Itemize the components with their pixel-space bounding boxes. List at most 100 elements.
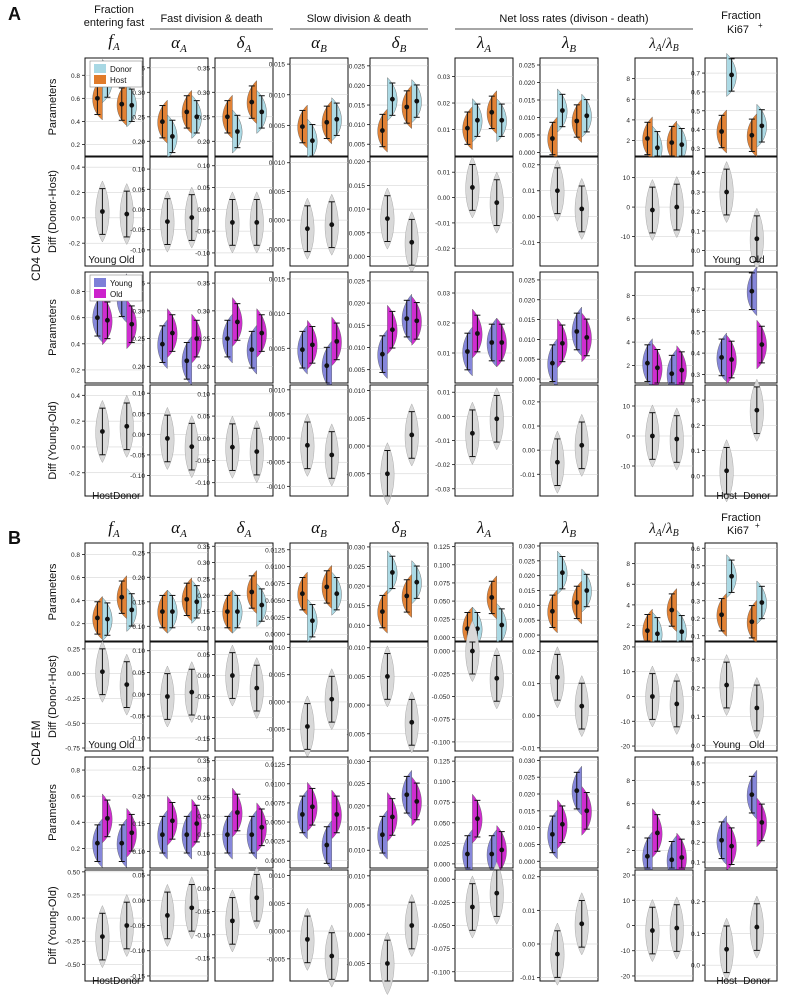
y-tick-label: 10 (623, 175, 631, 182)
y-tick-label: 0.5 (691, 329, 700, 336)
point-estimate (584, 113, 590, 119)
y-tick-label: 0.01 (437, 390, 450, 397)
point-estimate (100, 209, 105, 214)
point-estimate (759, 600, 765, 605)
y-tick-label: -20 (621, 973, 631, 980)
y-tick-label: 0.2 (71, 846, 80, 853)
y-tick-label: 0.010 (349, 848, 366, 855)
point-estimate (579, 921, 585, 927)
y-tick-label: -0.005 (347, 471, 366, 478)
col-title-sub: A (112, 41, 120, 53)
y-tick-label: 0.10 (132, 624, 145, 631)
col-title: αB (311, 33, 327, 55)
point-estimate (129, 321, 135, 327)
y-tick-label: 0.3 (691, 598, 700, 605)
panel-frame (289, 271, 349, 384)
y-tick-label: 0.30 (132, 308, 145, 315)
y-tick-label: 0.005 (269, 123, 286, 130)
point-estimate (160, 832, 165, 838)
y-tick-label: -0.2 (69, 470, 81, 477)
y-tick-label: 0.005 (269, 411, 286, 418)
col-title: αB (311, 518, 327, 540)
y-tick-label: 0.4 (691, 170, 700, 177)
panel-frame (539, 156, 599, 267)
y-tick-label: 0.005 (349, 367, 366, 374)
y-tick-label: 0.010 (349, 623, 366, 630)
y-tick-label: 0.015 (269, 276, 286, 283)
y-tick-label: 0.4 (71, 119, 80, 126)
y-tick-label: 0.015 (519, 588, 536, 595)
y-tick-label: 0.005 (519, 133, 536, 140)
y-tick-label: 0.02 (522, 874, 535, 881)
point-estimate (380, 128, 385, 133)
panel-frame (454, 271, 514, 384)
point-estimate (550, 360, 555, 366)
point-estimate (305, 936, 310, 942)
point-estimate (645, 853, 650, 859)
point-estimate (724, 682, 729, 688)
x-label-donor: Donor (113, 491, 141, 502)
y-tick-label: 10 (623, 669, 631, 676)
y-tick-label: 0.20 (132, 793, 145, 800)
point-estimate (300, 124, 305, 129)
point-estimate (324, 119, 330, 125)
point-estimate (184, 109, 190, 115)
y-tick-label: 0.030 (519, 758, 536, 765)
y-tick-label: 0.6 (71, 794, 80, 801)
legend-swatch (94, 64, 106, 73)
col-title-sub: A (483, 528, 491, 540)
point-estimate (230, 673, 235, 678)
y-tick-label: -0.15 (195, 736, 210, 743)
y-tick-label: 0.6 (691, 760, 700, 767)
point-estimate (124, 923, 130, 928)
y-tick-label: 0.000 (519, 859, 536, 866)
point-estimate (254, 685, 260, 691)
panel-frame (369, 384, 429, 497)
point-estimate (404, 316, 410, 322)
y-tick-label: 0.00 (67, 671, 80, 678)
y-tick-label: 0.000 (519, 633, 536, 640)
panel-frame (704, 756, 778, 869)
y-tick-label: 0.01 (522, 424, 535, 431)
col-title-base: δ (237, 518, 246, 537)
y-tick-label: 0.1 (691, 228, 700, 235)
panel-frame (704, 384, 778, 497)
y-tick-label: 0.075 (434, 580, 451, 587)
point-estimate (95, 615, 100, 621)
y-tick-label: 0.020 (349, 803, 366, 810)
y-tick-label: 0.00 (197, 436, 210, 443)
point-estimate (300, 347, 305, 353)
legend-label: Old (110, 290, 122, 299)
col-title-sub: A (655, 528, 663, 539)
y-tick-label: 20 (623, 644, 631, 651)
y-tick-label: 0.030 (519, 543, 536, 550)
point-estimate (650, 694, 655, 699)
y-tick-label: 0.020 (349, 83, 366, 90)
y-tick-label: -0.025 (432, 900, 451, 907)
point-estimate (489, 109, 495, 115)
y-tick-label: 0.0075 (265, 581, 285, 588)
y-tick-label: 0.010 (349, 345, 366, 352)
col-title: λB (561, 518, 576, 540)
y-tick-label: 0.10 (197, 163, 210, 170)
point-estimate (249, 347, 255, 353)
y-tick-label: 0.4 (691, 127, 700, 134)
panel-frame (634, 156, 694, 267)
y-tick-label: 0.020 (519, 573, 536, 580)
y-tick-label: -0.75 (65, 746, 80, 753)
point-estimate (249, 589, 255, 595)
y-tick-label: 0.01 (522, 188, 535, 195)
y-tick-label: 0.6 (71, 96, 80, 103)
y-tick-label: -0.01 (520, 472, 535, 479)
y-tick-label: 6 (626, 801, 630, 808)
y-tick-label: 0.125 (434, 759, 451, 766)
y-tick-label: 0 (626, 694, 630, 701)
panel-frame (214, 384, 274, 497)
y-tick-label: 0.5 (691, 108, 700, 115)
y-tick-label: 0.0075 (265, 800, 285, 807)
y-tick-label: 0.1 (691, 448, 700, 455)
row-label-3: Diff (Young-Old) (47, 401, 59, 479)
y-tick-label: 0.1 (691, 931, 700, 938)
point-estimate (754, 236, 760, 242)
y-tick-label: 0.010 (349, 388, 366, 395)
